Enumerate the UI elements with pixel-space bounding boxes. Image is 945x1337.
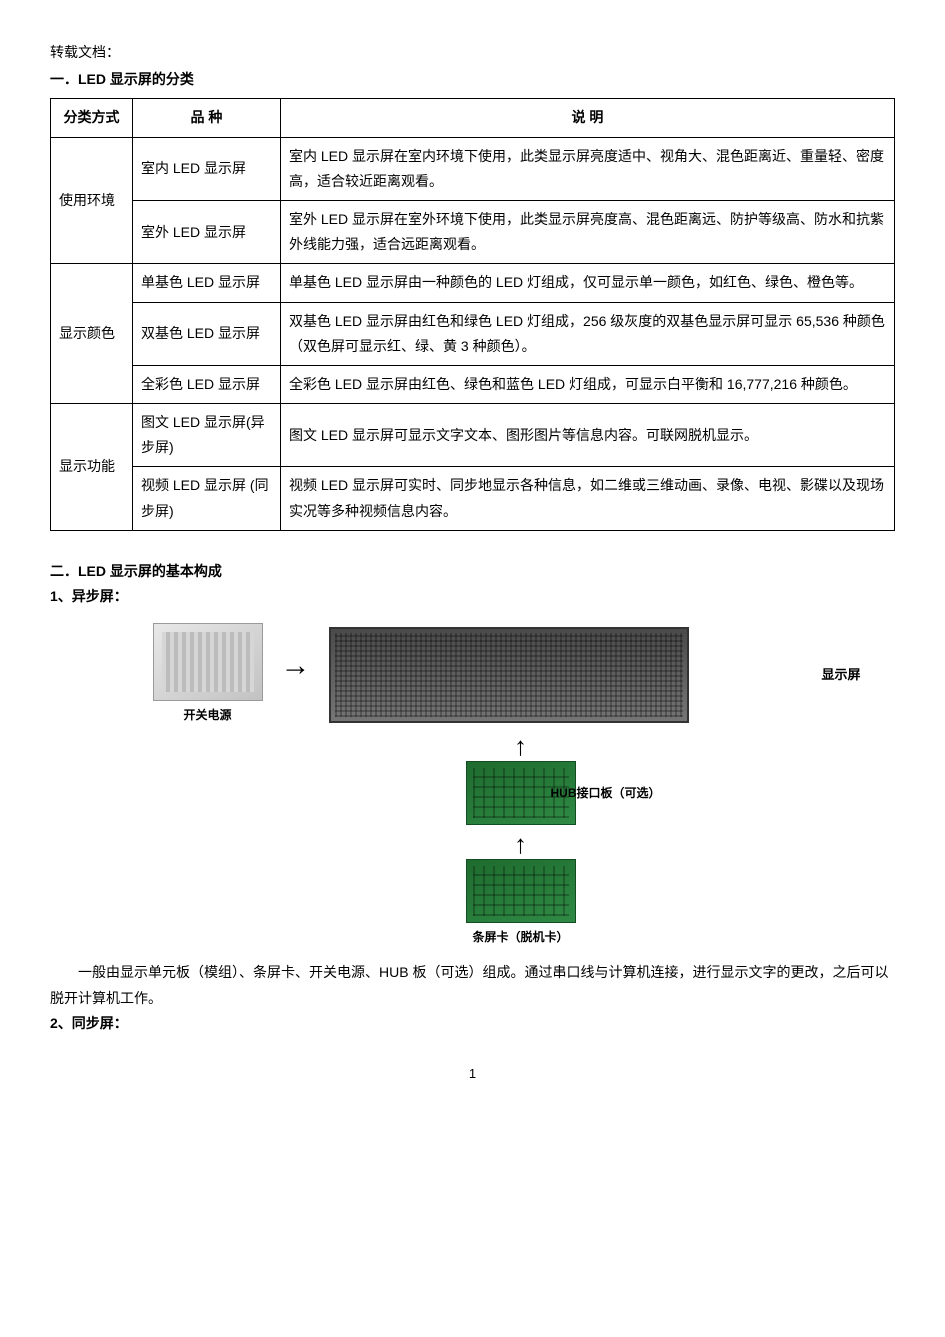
display-image	[329, 627, 689, 723]
async-description: 一般由显示单元板（模组）、条屏卡、开关电源、HUB 板（可选）组成。通过串口线与…	[50, 960, 895, 1010]
desc-cell: 室外 LED 显示屏在室外环境下使用，此类显示屏亮度高、混色距离远、防护等级高、…	[281, 200, 895, 263]
doc-source-label: 转载文档：	[50, 40, 895, 65]
arrow-up-icon: ↑	[391, 733, 651, 759]
table-row: 全彩色 LED 显示屏 全彩色 LED 显示屏由红色、绿色和蓝色 LED 灯组成…	[51, 365, 895, 403]
type-cell: 单基色 LED 显示屏	[133, 264, 281, 302]
col-header-desc: 说 明	[281, 99, 895, 137]
async-screen-diagram: 开关电源 → 显示屏 ↑ HUB接口板（可选） ↑ 条屏卡（脱机卡）	[153, 623, 793, 948]
desc-cell: 单基色 LED 显示屏由一种颜色的 LED 灯组成，仅可显示单一颜色，如红色、绿…	[281, 264, 895, 302]
method-cell: 使用环境	[51, 137, 133, 264]
desc-cell: 全彩色 LED 显示屏由红色、绿色和蓝色 LED 灯组成，可显示白平衡和 16,…	[281, 365, 895, 403]
col-header-method: 分类方式	[51, 99, 133, 137]
classification-table: 分类方式 品 种 说 明 使用环境 室内 LED 显示屏 室内 LED 显示屏在…	[50, 98, 895, 530]
method-cell: 显示功能	[51, 404, 133, 531]
type-cell: 图文 LED 显示屏(异步屏)	[133, 404, 281, 467]
card-node	[391, 859, 651, 923]
type-cell: 双基色 LED 显示屏	[133, 302, 281, 365]
psu-node: 开关电源	[153, 623, 263, 727]
type-cell: 室外 LED 显示屏	[133, 200, 281, 263]
hub-label: HUB接口板（可选）	[551, 783, 661, 805]
type-cell: 视频 LED 显示屏 (同步屏)	[133, 467, 281, 530]
table-row: 显示颜色 单基色 LED 显示屏 单基色 LED 显示屏由一种颜色的 LED 灯…	[51, 264, 895, 302]
section-1-title: 一．LED 显示屏的分类	[50, 67, 895, 92]
psu-image	[153, 623, 263, 701]
psu-label: 开关电源	[153, 705, 263, 727]
card-pcb-image	[466, 859, 576, 923]
table-row: 视频 LED 显示屏 (同步屏) 视频 LED 显示屏可实时、同步地显示各种信息…	[51, 467, 895, 530]
arrow-right-icon: →	[281, 651, 311, 699]
section-2-title: 二．LED 显示屏的基本构成	[50, 559, 895, 584]
display-node: 显示屏	[329, 627, 793, 723]
display-label: 显示屏	[821, 663, 860, 686]
arrow-up-icon: ↑	[391, 831, 651, 857]
card-caption: 条屏卡（脱机卡）	[391, 927, 651, 949]
table-row: 显示功能 图文 LED 显示屏(异步屏) 图文 LED 显示屏可显示文字文本、图…	[51, 404, 895, 467]
subsection-2-title: 2、同步屏：	[50, 1011, 895, 1036]
table-header-row: 分类方式 品 种 说 明	[51, 99, 895, 137]
desc-cell: 图文 LED 显示屏可显示文字文本、图形图片等信息内容。可联网脱机显示。	[281, 404, 895, 467]
type-cell: 室内 LED 显示屏	[133, 137, 281, 200]
desc-cell: 室内 LED 显示屏在室内环境下使用，此类显示屏亮度适中、视角大、混色距离近、重…	[281, 137, 895, 200]
subsection-1-title: 1、异步屏：	[50, 584, 895, 609]
table-row: 双基色 LED 显示屏 双基色 LED 显示屏由红色和绿色 LED 灯组成，25…	[51, 302, 895, 365]
method-cell: 显示颜色	[51, 264, 133, 404]
col-header-type: 品 种	[133, 99, 281, 137]
table-row: 使用环境 室内 LED 显示屏 室内 LED 显示屏在室内环境下使用，此类显示屏…	[51, 137, 895, 200]
desc-cell: 双基色 LED 显示屏由红色和绿色 LED 灯组成，256 级灰度的双基色显示屏…	[281, 302, 895, 365]
table-row: 室外 LED 显示屏 室外 LED 显示屏在室外环境下使用，此类显示屏亮度高、混…	[51, 200, 895, 263]
hub-node: HUB接口板（可选）	[391, 761, 651, 825]
page-number: 1	[50, 1062, 895, 1085]
type-cell: 全彩色 LED 显示屏	[133, 365, 281, 403]
desc-cell: 视频 LED 显示屏可实时、同步地显示各种信息，如二维或三维动画、录像、电视、影…	[281, 467, 895, 530]
